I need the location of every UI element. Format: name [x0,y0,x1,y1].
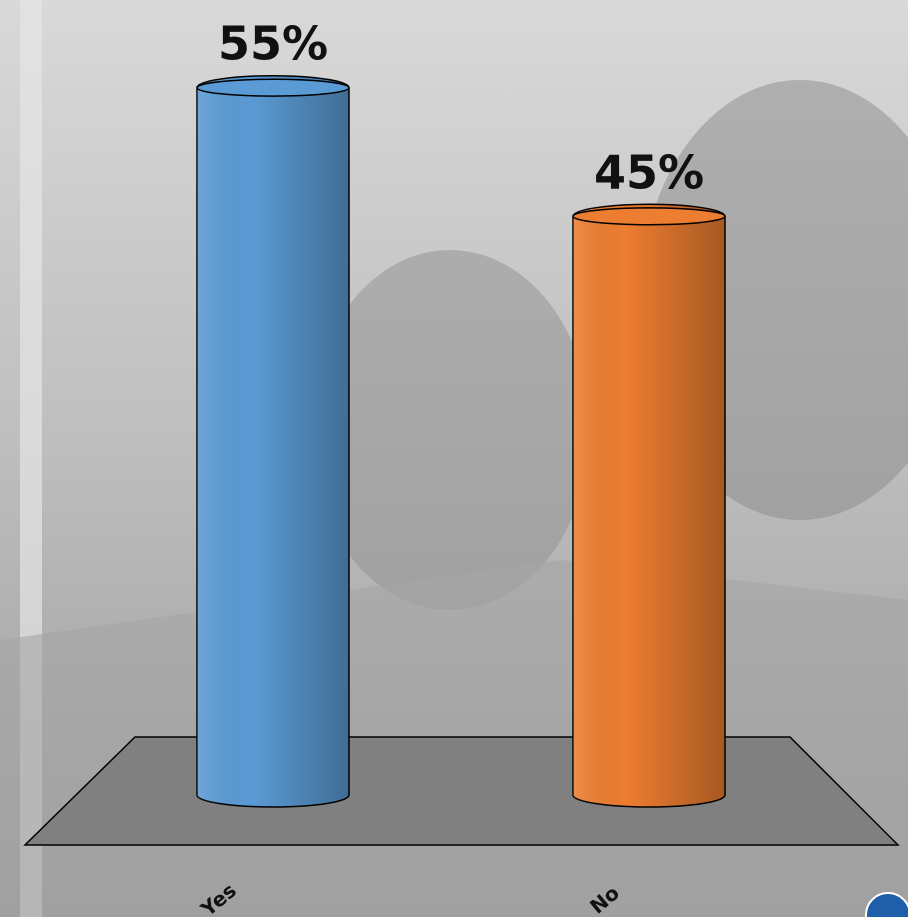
floor [23,736,900,846]
value-label: 55% [218,17,328,71]
bar-shade [197,75,349,807]
background-trees [310,250,590,610]
badge [865,892,908,917]
bar-top [572,207,726,226]
value-label: 45% [594,145,704,199]
bar-top [196,78,350,97]
bar-shade [573,204,725,807]
